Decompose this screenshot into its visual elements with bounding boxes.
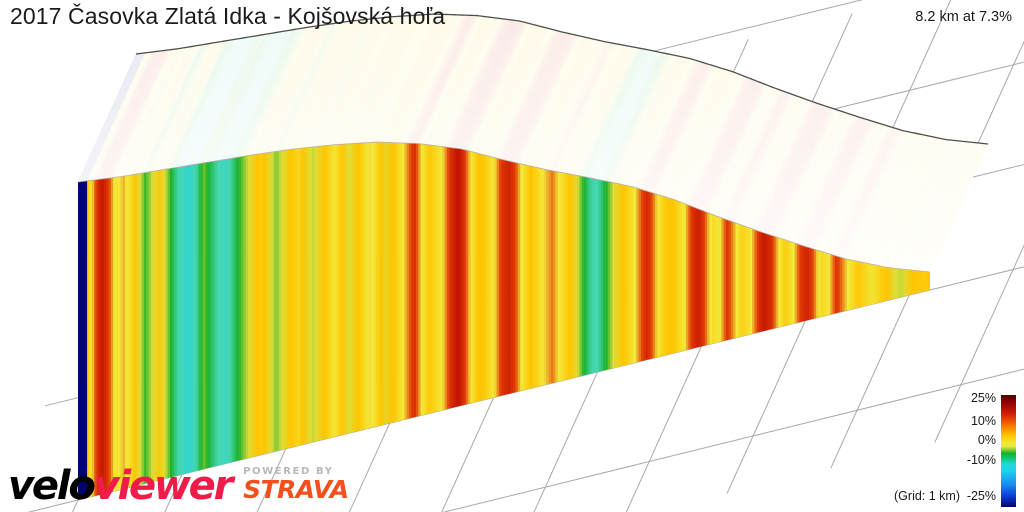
route-front-edge [77,141,931,273]
veloviewer-wordmark: veloviewer [8,466,233,506]
legend-label-min: -25% [966,489,996,503]
gradient-legend: 25% 10% 0% -10% -25% (Grid: 1 km) [894,390,1020,510]
grid-scale-note: (Grid: 1 km) [894,489,960,503]
legend-label-low: -10% [966,453,996,467]
legend-label-max: 25% [970,391,996,405]
route-top-surface [78,14,988,273]
route-stats: 8.2 km at 7.3% [915,9,1012,25]
gradient-colorbar [1001,395,1016,507]
veloviewer-logo[interactable]: veloviewer POWERED BY STRAVA [8,466,349,506]
legend-label-high: 10% [970,414,996,428]
logo-velo-text: velo [8,462,96,509]
legend-label-zero: 0% [977,433,996,447]
powered-by-text: POWERED BY [243,465,334,477]
route-ridge-outline [135,13,989,145]
page-title: 2017 Časovka Zlatá Idka - Kojšovská hoľa [10,3,446,29]
strava-wordmark: STRAVA [243,474,349,504]
logo-viewer-text: viewer [93,462,234,509]
strava-attribution: POWERED BY STRAVA [243,465,349,506]
